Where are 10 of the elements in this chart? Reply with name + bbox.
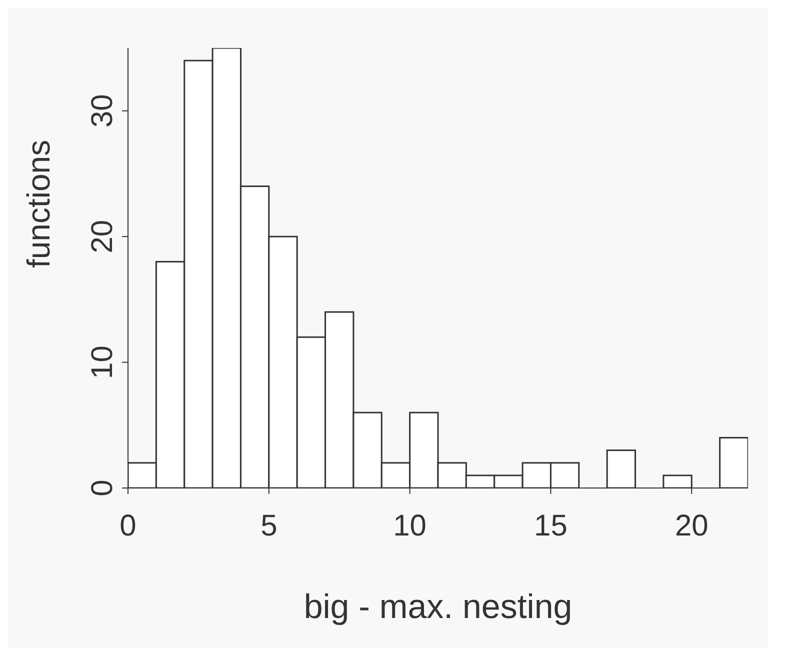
x-tick-label: 5 <box>260 509 278 542</box>
y-tick-label: 20 <box>86 220 119 254</box>
x-tick-label: 20 <box>674 509 708 542</box>
y-axis-title: functions <box>20 140 56 268</box>
x-tick-label: 10 <box>393 509 427 542</box>
x-axis-title: big - max. nesting <box>304 588 572 626</box>
y-tick-label: 0 <box>86 480 119 496</box>
y-tick-label: 30 <box>86 94 119 128</box>
y-tick-label: 10 <box>86 346 119 379</box>
x-tick-label: 15 <box>534 509 568 542</box>
